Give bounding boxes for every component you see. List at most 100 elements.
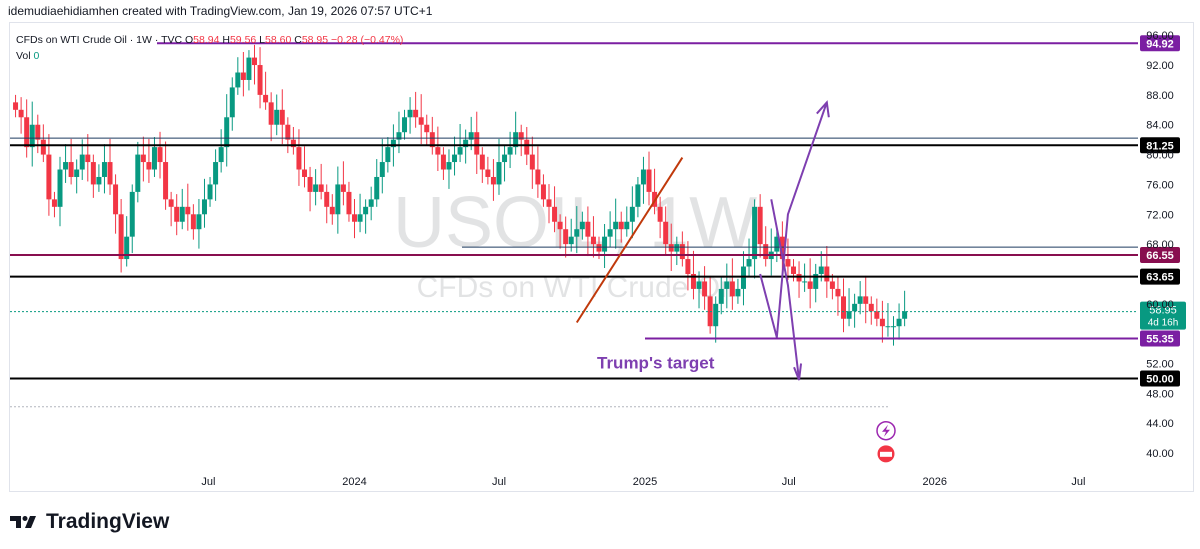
candle-body: [779, 236, 785, 260]
open-value: 58.94: [193, 34, 220, 46]
candle-body: [563, 229, 569, 245]
candle-body: [35, 124, 41, 140]
candle-body: [390, 139, 396, 148]
tradingview-logo[interactable]: TradingView: [10, 510, 169, 534]
candle-body: [574, 229, 580, 237]
candle-body: [718, 288, 724, 304]
candle-body: [896, 318, 902, 327]
candle-body: [151, 147, 157, 170]
candle-body: [51, 199, 57, 207]
candle-body: [796, 273, 802, 282]
change-value: −0.28 (−0.47%): [331, 34, 404, 46]
candle-body: [285, 124, 291, 140]
volume-label[interactable]: Vol: [16, 50, 31, 62]
candle-body: [640, 169, 646, 185]
candle-body: [185, 206, 191, 215]
candle-body: [29, 124, 35, 148]
candle-body: [740, 266, 746, 289]
candle-body: [524, 139, 530, 155]
candle-body: [229, 87, 235, 118]
candle-body: [635, 184, 641, 207]
x-tick-label: Jul: [1071, 476, 1085, 488]
candle-body: [407, 109, 413, 118]
candle-body: [835, 288, 841, 297]
y-tick-label: 68.00: [1146, 239, 1174, 251]
candle-body: [413, 109, 419, 118]
candle-body: [40, 139, 46, 155]
candle-body: [157, 147, 163, 163]
candle-body: [179, 206, 185, 222]
symbol-label[interactable]: CFDs on WTI Crude Oil · 1W · TVC: [16, 34, 183, 46]
bar-countdown: 4d 16h: [1148, 318, 1179, 329]
candle-body: [324, 191, 330, 207]
candle-body: [496, 162, 502, 185]
candle-body: [824, 266, 830, 282]
candle-body: [385, 147, 391, 163]
level-price-tag: [1140, 330, 1180, 347]
candle-body: [613, 221, 619, 230]
x-tick-label: 2026: [923, 476, 947, 488]
candle-body: [813, 273, 819, 289]
projection-arrow-up[interactable]: [759, 102, 828, 338]
y-tick-label: 88.00: [1146, 90, 1174, 102]
candle-body: [724, 281, 730, 289]
candle-body: [540, 184, 546, 200]
candle-body: [85, 154, 91, 163]
candle-body: [646, 169, 652, 192]
candle-body: [557, 221, 563, 230]
candle-body: [307, 176, 313, 192]
candle-body: [163, 162, 169, 200]
chart-frame[interactable]: [9, 22, 1194, 492]
candle-body: [263, 94, 269, 103]
candle-body: [829, 281, 835, 289]
candle-body: [101, 162, 107, 177]
candle-body: [218, 147, 224, 163]
y-tick-label: 96.00: [1146, 30, 1174, 42]
candle-body: [296, 147, 302, 170]
candle-body: [679, 244, 685, 260]
candle-body: [335, 184, 341, 215]
y-tick-label: 52.00: [1146, 359, 1174, 371]
candle-body: [818, 266, 824, 274]
candle-body: [529, 154, 535, 170]
credit-text: idemudiaehidiamhen created with TradingV…: [8, 4, 433, 18]
candle-body: [607, 229, 613, 237]
candle-body: [857, 296, 863, 304]
level-price-label: 94.92: [1146, 38, 1174, 50]
candle-body: [396, 132, 402, 140]
candle-body: [96, 176, 102, 185]
candle-body: [863, 296, 869, 304]
candle-body: [452, 154, 458, 163]
y-tick-label: 44.00: [1146, 418, 1174, 430]
level-price-label: 81.25: [1146, 140, 1174, 152]
candle-body: [63, 162, 69, 170]
candle-body: [440, 154, 446, 170]
y-tick-label: 48.00: [1146, 388, 1174, 400]
candle-body: [624, 221, 630, 230]
candle-body: [302, 169, 308, 177]
candle-body: [774, 236, 780, 252]
candle-body: [146, 162, 152, 170]
candle-body: [463, 139, 469, 148]
candle-body: [235, 72, 241, 88]
watermark-ticker: USOIL, 1W: [393, 183, 757, 263]
candle-body: [313, 184, 319, 192]
flag-icon: [880, 451, 892, 457]
candle-body: [702, 281, 708, 297]
candle-body: [629, 206, 635, 222]
projection-arrow-down[interactable]: [770, 199, 801, 381]
x-tick-label: Jul: [201, 476, 215, 488]
tradingview-logo-icon: [10, 516, 36, 528]
candle-body: [518, 132, 524, 140]
candle-body: [457, 147, 463, 155]
x-tick-label: 2025: [633, 476, 657, 488]
trend-line[interactable]: [575, 157, 684, 324]
candle-body: [251, 57, 257, 66]
candle-body: [246, 57, 252, 80]
candle-body: [690, 273, 696, 289]
level-price-tag: [1140, 370, 1180, 387]
candle-body: [74, 169, 80, 177]
candle-body: [113, 184, 119, 215]
candle-body: [402, 117, 408, 133]
